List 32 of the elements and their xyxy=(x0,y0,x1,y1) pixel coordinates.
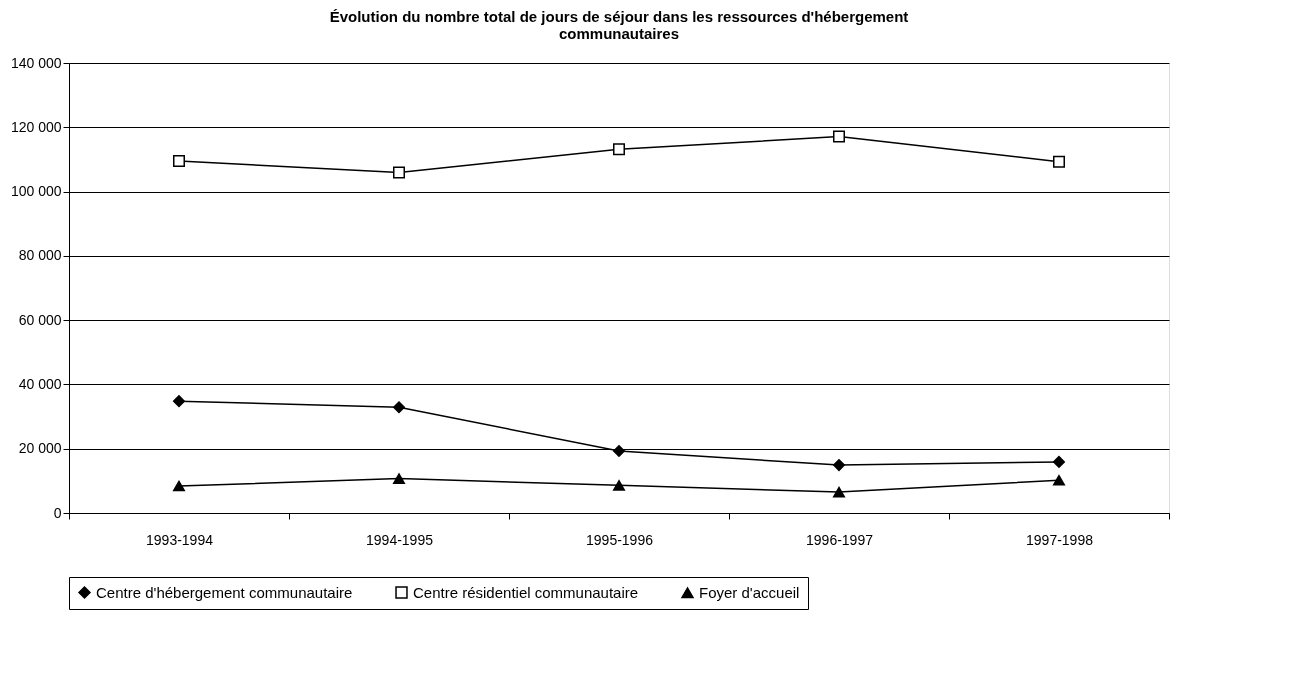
x-tick-label: 1995-1996 xyxy=(586,531,654,548)
legend-label: Centre résidentiel communautaire xyxy=(413,583,639,601)
x-tick-label: 1994-1995 xyxy=(366,531,434,548)
point xyxy=(1053,155,1065,168)
point xyxy=(613,444,625,457)
point xyxy=(1053,474,1065,486)
point xyxy=(393,401,405,414)
y-tick-label: 80 000 xyxy=(18,247,62,264)
y-tick-label: 0 xyxy=(53,504,62,521)
x-tick-label: 1996-1997 xyxy=(806,531,874,548)
point xyxy=(613,143,625,156)
point xyxy=(393,473,405,484)
point xyxy=(613,480,625,491)
x-tick-label: 1997-1998 xyxy=(1026,531,1094,548)
point xyxy=(393,166,405,179)
point xyxy=(833,130,845,143)
chart-title: Évolution du nombre total de jours de séjour dans les ressources d'hébergement communautaires xyxy=(329,8,909,42)
point xyxy=(173,395,185,408)
point xyxy=(1053,455,1065,468)
y-tick-label: 40 000 xyxy=(18,375,62,392)
point xyxy=(173,155,185,168)
point xyxy=(173,480,185,492)
y-tick-label: 120 000 xyxy=(10,118,62,135)
legend-label: Foyer d'accueil xyxy=(699,583,800,601)
y-tick-label: 20 000 xyxy=(18,440,62,457)
y-tick-label: 140 000 xyxy=(10,54,62,71)
point xyxy=(833,486,845,498)
point xyxy=(833,459,845,472)
y-tick-label: 100 000 xyxy=(10,183,62,200)
y-tick-label: 60 000 xyxy=(18,311,62,328)
legend-label: Centre d'hébergement communautaire xyxy=(96,583,353,601)
x-tick-label: 1993-1994 xyxy=(146,531,214,548)
